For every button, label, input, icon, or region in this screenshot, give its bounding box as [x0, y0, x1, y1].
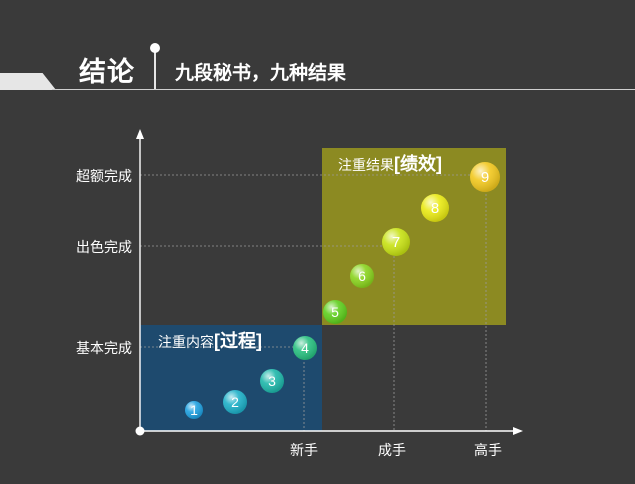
axis-origin-dot [135, 426, 145, 436]
x-axis-arrow [513, 427, 523, 435]
point-shine [470, 162, 500, 192]
title-separator-dot [150, 43, 160, 53]
point-6: 6 [350, 264, 374, 288]
point-shine [350, 264, 374, 288]
y-label-excellent: 出色完成 [76, 239, 132, 255]
point-shine [421, 194, 449, 222]
x-label-skilled: 成手 [378, 442, 406, 458]
zone-label-process-bracket: [过程] [214, 331, 262, 351]
point-label: 9 [481, 169, 489, 186]
point-8: 8 [421, 194, 449, 222]
point-7: 7 [382, 228, 410, 256]
point-1: 1 [185, 401, 203, 419]
point-3: 3 [260, 369, 284, 393]
zone-label-process-prefix: 注重内容 [158, 334, 214, 350]
zone-process [140, 325, 322, 431]
y-label-basic: 基本完成 [76, 340, 132, 356]
point-shine [223, 390, 247, 414]
header-divider [52, 89, 635, 90]
point-shine [185, 401, 203, 419]
zone-label-process: 注重内容[过程] [158, 327, 262, 353]
y-axis-arrow [136, 129, 144, 139]
point-4: 4 [293, 336, 317, 360]
y-label-exceed: 超额完成 [76, 168, 132, 184]
page-title: 结论 [79, 57, 135, 87]
point-label: 6 [358, 268, 366, 284]
title-separator [154, 48, 156, 89]
point-label: 3 [268, 373, 276, 389]
x-label-novice: 新手 [290, 442, 318, 458]
point-label: 1 [190, 402, 198, 418]
point-9: 9 [470, 162, 500, 192]
point-5: 5 [323, 300, 347, 324]
point-label: 2 [231, 394, 239, 410]
point-shine [382, 228, 410, 256]
point-2: 2 [223, 390, 247, 414]
point-shine [260, 369, 284, 393]
header-accent-bar [0, 73, 56, 90]
point-label: 4 [301, 340, 309, 356]
point-shine [323, 300, 347, 324]
zone-label-results: 注重结果[绩效] [338, 150, 442, 176]
x-label-expert: 高手 [474, 442, 502, 458]
point-label: 5 [331, 304, 339, 320]
point-label: 7 [392, 234, 400, 251]
page-subtitle: 九段秘书，九种结果 [175, 63, 347, 84]
point-shine [293, 336, 317, 360]
point-label: 8 [431, 200, 439, 217]
zone-label-results-bracket: [绩效] [394, 154, 442, 174]
zone-label-results-prefix: 注重结果 [338, 157, 394, 173]
